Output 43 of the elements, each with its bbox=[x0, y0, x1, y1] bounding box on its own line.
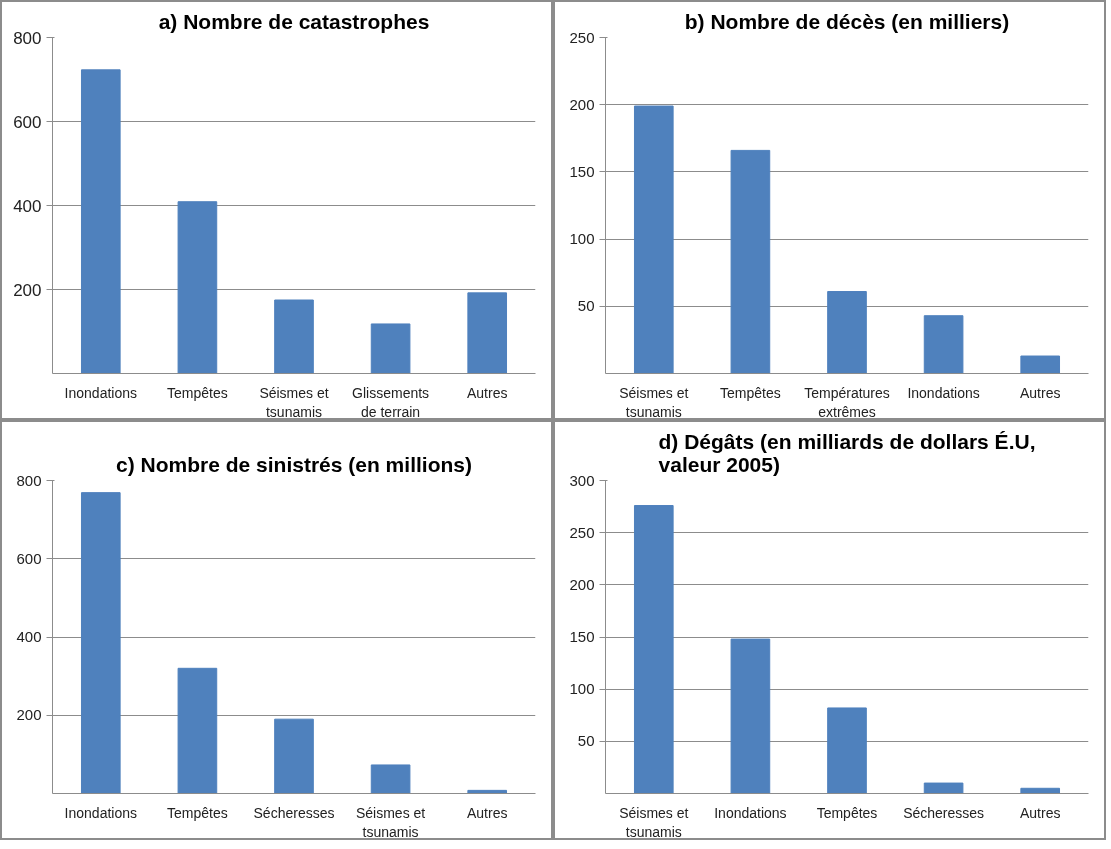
y-tick-label: 800 bbox=[13, 28, 42, 48]
x-tick-label: Inondations bbox=[64, 384, 138, 401]
y-tick-label: 50 bbox=[577, 732, 595, 750]
y-tick-label: 100 bbox=[569, 230, 595, 248]
x-tick-label: Tempêtes bbox=[816, 804, 878, 821]
x-tick-label: Séismes et tsunamis bbox=[619, 384, 689, 420]
y-tick-label: 150 bbox=[569, 628, 595, 645]
y-tick-label: 100 bbox=[569, 680, 595, 698]
y-tick-label: 50 bbox=[577, 297, 595, 315]
y-tick-label: 250 bbox=[569, 523, 595, 541]
x-tick-label: Séismes et tsunamis bbox=[619, 804, 689, 840]
y-tick-label: 800 bbox=[16, 471, 42, 489]
x-tick-label: Séismes et tsunamis bbox=[259, 384, 329, 420]
x-tick-label: Autres bbox=[466, 804, 508, 821]
chart-title: a) Nombre de catastrophes bbox=[158, 9, 430, 33]
chart-title: b) Nombre de décès (en milliers) bbox=[684, 9, 1010, 33]
y-tick-label: 400 bbox=[13, 196, 42, 216]
chart-title: c) Nombre de sinistrés (en millions) bbox=[116, 452, 472, 476]
y-tick-label: 200 bbox=[13, 280, 42, 300]
x-tick-label: Tempêtes bbox=[167, 384, 228, 401]
y-tick-label: 150 bbox=[569, 162, 595, 180]
y-tick-label: 400 bbox=[16, 628, 42, 645]
y-tick-label: 200 bbox=[16, 706, 42, 724]
x-tick-label: Tempêtes bbox=[167, 804, 228, 821]
x-tick-label: Sécheresses bbox=[903, 804, 985, 821]
x-tick-label: Inondations bbox=[64, 804, 138, 821]
chart-title: d) Dégâts (en milliards de dollars É.U, valeur 2005) bbox=[658, 429, 1036, 476]
y-tick-label: 600 bbox=[16, 549, 42, 567]
x-tick-label: Inondations bbox=[907, 384, 980, 401]
x-tick-label: Autres bbox=[466, 384, 508, 401]
x-tick-label: Températures extrêmes bbox=[804, 384, 890, 420]
x-tick-label: Tempêtes bbox=[720, 384, 781, 401]
y-tick-label: 200 bbox=[569, 95, 595, 113]
x-tick-label: Autres bbox=[1019, 384, 1061, 401]
x-tick-label: Sécheresses bbox=[253, 804, 335, 821]
y-tick-label: 200 bbox=[569, 575, 595, 593]
y-tick-label: 250 bbox=[569, 28, 595, 46]
x-tick-label: Autres bbox=[1019, 804, 1061, 821]
x-tick-label: Glissements de terrain bbox=[352, 384, 430, 420]
y-tick-label: 600 bbox=[13, 112, 42, 132]
x-tick-label: Séismes et tsunamis bbox=[355, 804, 426, 840]
y-tick-label: 300 bbox=[569, 471, 595, 489]
x-tick-label: Inondations bbox=[714, 804, 787, 821]
